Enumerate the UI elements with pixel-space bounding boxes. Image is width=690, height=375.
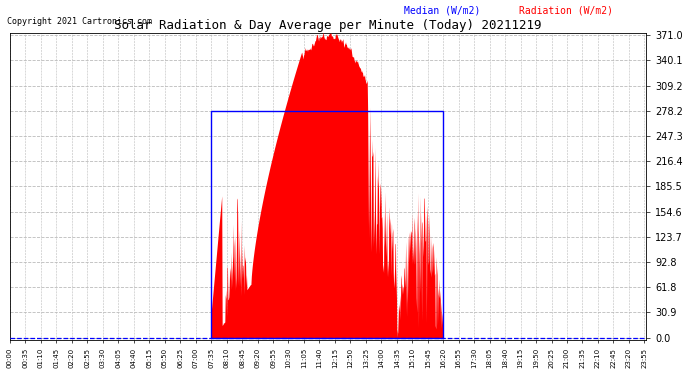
- Bar: [211, 111, 443, 338]
- Text: Radiation (W/m2): Radiation (W/m2): [519, 6, 613, 16]
- Title: Solar Radiation & Day Average per Minute (Today) 20211219: Solar Radiation & Day Average per Minute…: [115, 19, 542, 32]
- Text: Median (W/m2): Median (W/m2): [404, 6, 481, 16]
- Text: Copyright 2021 Cartronics.com: Copyright 2021 Cartronics.com: [7, 17, 152, 26]
